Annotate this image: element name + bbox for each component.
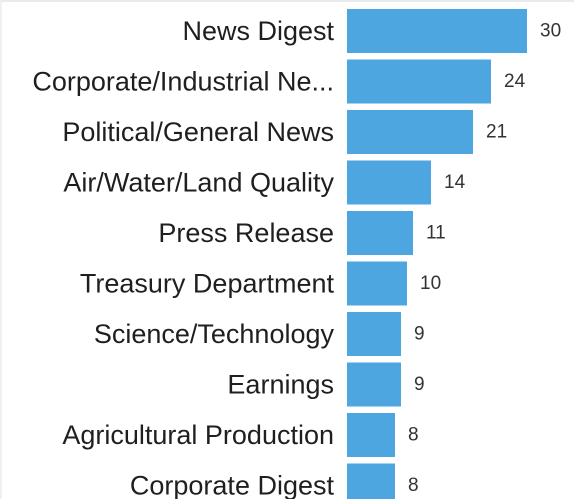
category-label: Treasury Department bbox=[80, 269, 335, 299]
bar bbox=[347, 110, 473, 154]
value-label: 8 bbox=[408, 425, 419, 446]
category-label: Corporate Digest bbox=[130, 471, 335, 499]
category-label: Corporate/Industrial Ne... bbox=[32, 67, 334, 97]
category-label: News Digest bbox=[182, 16, 334, 46]
value-label: 9 bbox=[414, 374, 425, 395]
bar bbox=[347, 211, 413, 255]
bar bbox=[347, 463, 395, 499]
category-label: Science/Technology bbox=[94, 319, 335, 349]
value-label: 21 bbox=[486, 122, 507, 143]
value-label: 8 bbox=[408, 475, 419, 496]
category-label: Earnings bbox=[227, 370, 334, 400]
category-label: Agricultural Production bbox=[62, 420, 334, 450]
bar bbox=[347, 9, 527, 53]
value-label: 30 bbox=[540, 21, 561, 42]
value-label: 14 bbox=[444, 172, 466, 193]
category-label: Press Release bbox=[158, 218, 334, 248]
bar bbox=[347, 59, 491, 104]
category-label: Political/General News bbox=[62, 117, 334, 147]
value-label: 11 bbox=[426, 223, 446, 244]
bar bbox=[347, 362, 401, 407]
category-label: Air/Water/Land Quality bbox=[63, 168, 334, 198]
bar bbox=[347, 413, 395, 457]
bar bbox=[347, 261, 407, 306]
value-label: 10 bbox=[420, 273, 441, 294]
bar bbox=[347, 312, 401, 356]
value-label: 24 bbox=[504, 71, 526, 92]
value-label: 9 bbox=[414, 324, 425, 345]
bar bbox=[347, 160, 431, 205]
